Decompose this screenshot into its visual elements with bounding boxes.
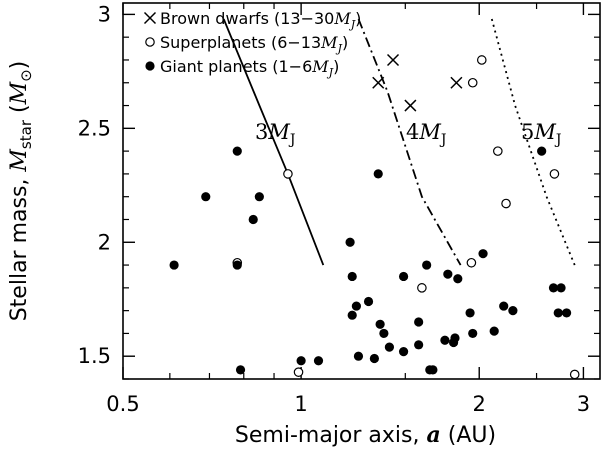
data-point-filled-circle	[478, 249, 488, 259]
data-point-filled-circle	[489, 326, 499, 336]
legend: Brown dwarfs (13−30MJ)Superplanets (6−13…	[143, 9, 361, 79]
data-point-filled-circle	[363, 296, 374, 307]
data-point-filled-circle	[353, 351, 364, 361]
data-point-filled-circle	[548, 283, 559, 293]
data-point-open-circle	[293, 367, 304, 377]
y-tick-label: 3	[98, 2, 111, 26]
legend-marker-open-circle	[145, 37, 155, 47]
data-point-cross	[450, 76, 463, 89]
curve-label: 4MJ	[406, 120, 447, 148]
x-tick-label: 2	[473, 392, 486, 416]
data-point-open-circle	[417, 283, 427, 293]
data-point-filled-circle	[443, 269, 453, 279]
data-point-filled-circle	[465, 308, 475, 318]
data-point-filled-circle	[440, 335, 450, 345]
curve-solid	[222, 18, 325, 266]
data-point-filled-circle	[296, 356, 306, 366]
data-point-filled-circle	[499, 301, 509, 311]
tick-labels: 0.5 1 2 3 1.5 2 2.5 3 3MJ 4MJ 5MJ	[78, 2, 591, 416]
data-point-filled-circle	[347, 271, 357, 282]
data-point-filled-circle	[384, 342, 395, 352]
data-point-filled-circle	[562, 308, 572, 318]
data-point-filled-circle	[450, 333, 460, 343]
data-point-open-circle	[466, 257, 477, 268]
legend-label: Superplanets (6−13MJ)	[160, 33, 348, 55]
data-point-filled-circle	[422, 260, 432, 270]
curve-dashdot	[357, 18, 462, 266]
data-point-open-circle	[501, 198, 511, 209]
data-point-open-circle	[493, 146, 503, 156]
data-point-filled-circle	[508, 306, 518, 316]
data-point-filled-circle	[398, 347, 409, 357]
x-tick-label: 1	[294, 392, 307, 416]
legend-marker-cross	[143, 11, 157, 25]
data-point-filled-circle	[398, 271, 409, 282]
plot-frame	[122, 2, 601, 380]
data-point-filled-circle	[414, 340, 424, 350]
data-point-open-circle	[467, 77, 478, 88]
data-point-filled-circle	[556, 283, 566, 293]
data-point-filled-circle	[375, 319, 385, 329]
data-point-filled-circle	[373, 169, 383, 179]
legend-label: Giant planets (1−6MJ)	[160, 57, 339, 79]
data-point-cross	[372, 76, 385, 89]
data-point-filled-circle	[414, 317, 424, 327]
mass-curves	[222, 18, 576, 266]
data-point-filled-circle	[351, 301, 361, 311]
data-point-open-circle	[569, 369, 580, 380]
data-point-filled-circle	[232, 146, 242, 156]
data-point-filled-circle	[369, 353, 379, 364]
y-axis-label: Stellar mass, Mstar (M⊙)	[7, 61, 35, 322]
y-tick-label: 2	[98, 230, 111, 254]
data-point-open-circle	[476, 55, 487, 65]
data-point-filled-circle	[428, 365, 438, 375]
curve-label: 5MJ	[521, 120, 562, 148]
data-points	[169, 53, 580, 380]
data-point-filled-circle	[254, 192, 264, 202]
y-tick-label: 2.5	[78, 116, 111, 140]
curve-dotted	[490, 18, 576, 266]
x-tick-label: 0.5	[106, 392, 139, 416]
x-axis-label: Semi-major axis, a (AU)	[235, 422, 496, 448]
data-point-filled-circle	[169, 260, 179, 270]
curve-label: 3MJ	[255, 120, 296, 148]
data-point-filled-circle	[347, 310, 357, 320]
x-tick-label: 3	[577, 392, 590, 416]
data-point-cross	[386, 53, 400, 67]
data-point-filled-circle	[553, 308, 563, 318]
data-point-filled-circle	[453, 274, 463, 284]
data-point-filled-circle	[537, 146, 547, 156]
legend-label: Brown dwarfs (13−30MJ)	[160, 9, 361, 31]
data-point-filled-circle	[235, 365, 246, 375]
data-point-filled-circle	[345, 237, 355, 247]
data-point-cross	[404, 99, 417, 112]
data-point-filled-circle	[248, 214, 258, 225]
legend-marker-filled-circle	[145, 61, 155, 71]
data-point-open-circle	[283, 169, 293, 179]
data-point-open-circle	[549, 169, 560, 179]
axis-ticks	[122, 3, 600, 380]
data-point-filled-circle	[201, 192, 211, 202]
data-point-filled-circle	[232, 260, 242, 270]
data-point-filled-circle	[379, 328, 389, 339]
data-point-filled-circle	[313, 356, 324, 366]
y-tick-label: 1.5	[78, 344, 111, 368]
data-point-filled-circle	[468, 328, 478, 339]
